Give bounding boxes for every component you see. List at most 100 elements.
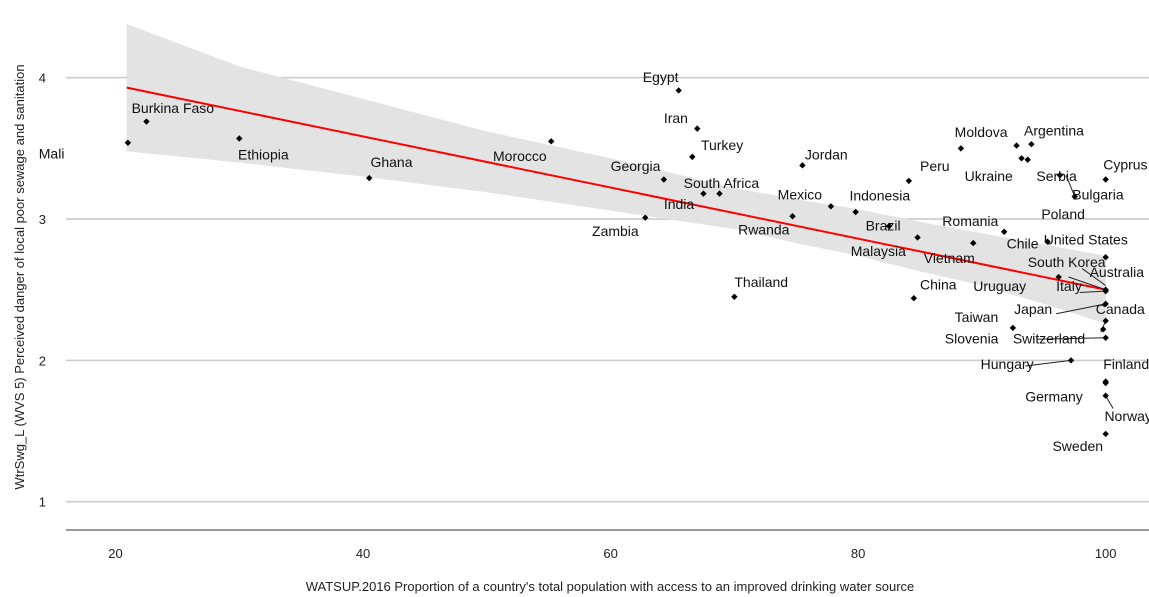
- leader-line: [1068, 276, 1106, 291]
- y-tick-label: 2: [39, 353, 46, 368]
- point-label: Australia: [1090, 264, 1145, 280]
- data-point: [1067, 357, 1075, 364]
- point-label: Hungary: [981, 356, 1034, 372]
- axes: 1 2 3 4 20 40 60 80 100: [39, 71, 1149, 561]
- point-label: Ukraine: [965, 168, 1013, 184]
- data-point: [910, 295, 918, 302]
- point-labels: Mali Burkina Faso Ethiopia Ghana Morocco Egyp…: [39, 69, 1149, 454]
- leader-line: [1037, 337, 1106, 340]
- point-label: Romania: [942, 213, 998, 229]
- data-point: [124, 139, 132, 146]
- data-point: [689, 153, 696, 161]
- point-label: Jordan: [805, 147, 848, 163]
- data-point: [1009, 324, 1017, 332]
- x-tick-label: 100: [1095, 546, 1117, 561]
- x-tick-label: 80: [851, 546, 865, 561]
- data-point: [716, 190, 723, 197]
- data-point: [1102, 379, 1109, 387]
- data-point: [1102, 176, 1109, 183]
- data-point: [547, 138, 555, 145]
- data-point: [1102, 317, 1109, 325]
- y-tick-label: 1: [39, 495, 46, 510]
- data-point: [885, 222, 893, 230]
- x-tick-label: 20: [108, 546, 122, 561]
- point-label: Burkina Faso: [132, 100, 215, 116]
- data-point: [1024, 156, 1031, 163]
- data-point: [852, 208, 859, 216]
- data-point: [1013, 142, 1020, 149]
- point-label: Moldova: [955, 124, 1008, 140]
- data-point: [236, 135, 243, 142]
- point-label: Turkey: [701, 137, 743, 153]
- data-point: [905, 177, 913, 185]
- y-axis-title: WtrSwg_L (WVS 5) Perceived danger of loc…: [12, 64, 27, 489]
- data-point: [675, 87, 682, 94]
- data-point: [694, 125, 701, 132]
- point-label: Cyprus: [1103, 157, 1147, 173]
- data-point: [1000, 228, 1008, 235]
- trend-line-layer: [126, 86, 1106, 291]
- trend-line: [126, 86, 1106, 291]
- point-label: Vietnam: [924, 250, 975, 266]
- data-point: [1102, 430, 1109, 438]
- data-point: [731, 293, 738, 300]
- point-label: Rwanda: [738, 222, 790, 238]
- data-point: [799, 162, 806, 169]
- x-tick-label: 40: [356, 546, 370, 561]
- point-label: Mexico: [778, 186, 823, 202]
- data-points: [124, 87, 1109, 438]
- point-label: Malaysia: [851, 243, 906, 259]
- point-label: South Korea: [1028, 254, 1106, 270]
- point-label: Germany: [1025, 388, 1083, 404]
- point-label: Egypt: [643, 69, 679, 85]
- point-label: Italy: [1056, 278, 1082, 294]
- data-point: [957, 145, 965, 152]
- data-point: [1102, 334, 1109, 341]
- leader-line: [1081, 268, 1106, 286]
- data-point: [366, 174, 373, 182]
- data-point: [1100, 326, 1107, 333]
- data-point: [914, 234, 921, 241]
- leader-line: [1105, 395, 1114, 409]
- point-label: Georgia: [611, 158, 661, 174]
- point-label: Indonesia: [849, 188, 910, 204]
- data-point: [143, 118, 150, 125]
- point-label: Ethiopia: [238, 147, 289, 163]
- y-tick-label: 3: [39, 212, 46, 227]
- point-label: Sweden: [1052, 438, 1103, 454]
- confidence-band: [126, 24, 1106, 324]
- point-label: Peru: [920, 158, 950, 174]
- leader-line: [1025, 359, 1072, 367]
- data-point: [700, 190, 707, 197]
- leader-line: [1079, 290, 1106, 294]
- point-label: Argentina: [1024, 123, 1084, 139]
- data-point: [1102, 287, 1109, 295]
- point-label: Thailand: [734, 274, 788, 290]
- point-label: India: [664, 196, 695, 212]
- point-label: Canada: [1096, 301, 1145, 317]
- point-label: Norway: [1104, 408, 1149, 424]
- point-label: Bulgaria: [1072, 186, 1124, 202]
- data-point: [789, 213, 796, 220]
- point-label: Slovenia: [945, 330, 999, 346]
- data-point: [1102, 392, 1109, 399]
- y-tick-label: 4: [39, 71, 46, 86]
- point-label: Finland: [1103, 356, 1149, 372]
- data-point: [1044, 238, 1051, 245]
- point-label: South Africa: [684, 175, 760, 191]
- data-point: [1102, 300, 1109, 308]
- x-axis-title: WATSUP.2016 Proportion of a country's to…: [306, 579, 915, 594]
- data-point: [970, 239, 977, 247]
- point-label: Taiwan: [955, 309, 999, 325]
- data-point: [1071, 193, 1078, 200]
- point-label: Mali: [39, 145, 65, 161]
- point-label: Iran: [664, 110, 688, 126]
- data-point: [827, 203, 835, 210]
- leader-line: [1056, 303, 1106, 315]
- data-point: [660, 176, 668, 183]
- data-point: [1102, 254, 1109, 261]
- point-label: Uruguay: [973, 278, 1026, 294]
- confidence-band-layer: [126, 24, 1106, 324]
- leader-line: [1065, 175, 1076, 197]
